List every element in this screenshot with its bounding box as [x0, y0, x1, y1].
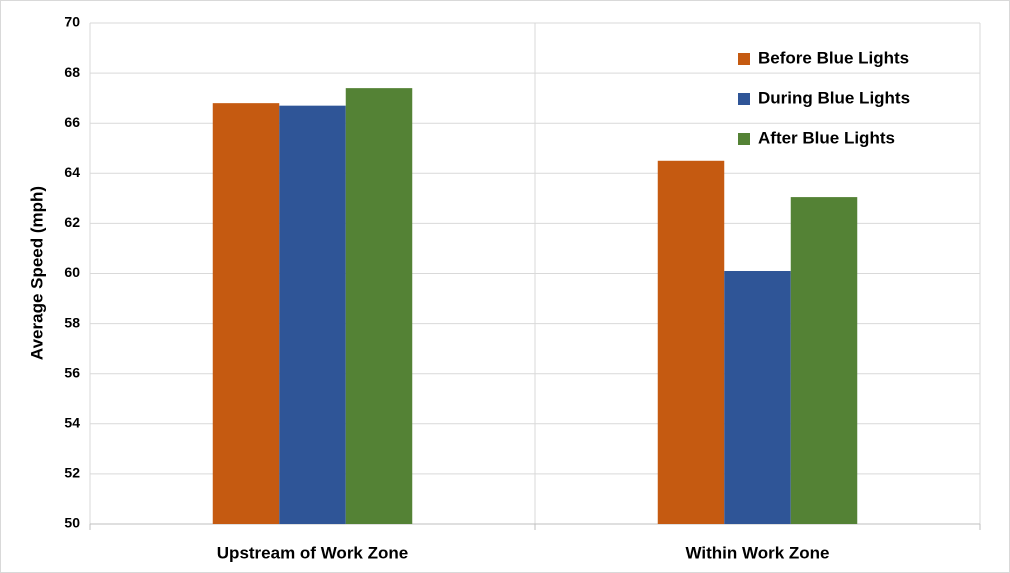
legend-swatch — [738, 133, 750, 145]
bar — [657, 160, 725, 524]
y-tick-label: 66 — [64, 114, 80, 130]
y-tick-label: 52 — [64, 465, 80, 481]
y-tick-label: 60 — [64, 264, 80, 280]
bar — [279, 105, 346, 524]
y-tick-label: 62 — [64, 214, 80, 230]
legend-swatch — [738, 53, 750, 65]
y-tick-label: 64 — [64, 164, 80, 180]
bar — [345, 88, 413, 524]
legend-label: After Blue Lights — [758, 128, 895, 147]
x-tick-label: Within Work Zone — [685, 543, 829, 562]
x-tick-label: Upstream of Work Zone — [217, 543, 408, 562]
y-tick-label: 70 — [64, 14, 80, 30]
bar — [790, 197, 858, 524]
y-tick-label: 50 — [64, 515, 80, 531]
y-axis-label: Average Speed (mph) — [27, 186, 46, 360]
legend-label: Before Blue Lights — [758, 48, 909, 67]
legend-label: During Blue Lights — [758, 88, 910, 107]
y-tick-label: 58 — [64, 314, 80, 330]
y-tick-label: 68 — [64, 64, 80, 80]
legend-swatch — [738, 93, 750, 105]
y-tick-label: 56 — [64, 364, 80, 380]
bar — [212, 103, 280, 524]
y-tick-label: 54 — [64, 415, 80, 431]
bar — [724, 270, 791, 524]
